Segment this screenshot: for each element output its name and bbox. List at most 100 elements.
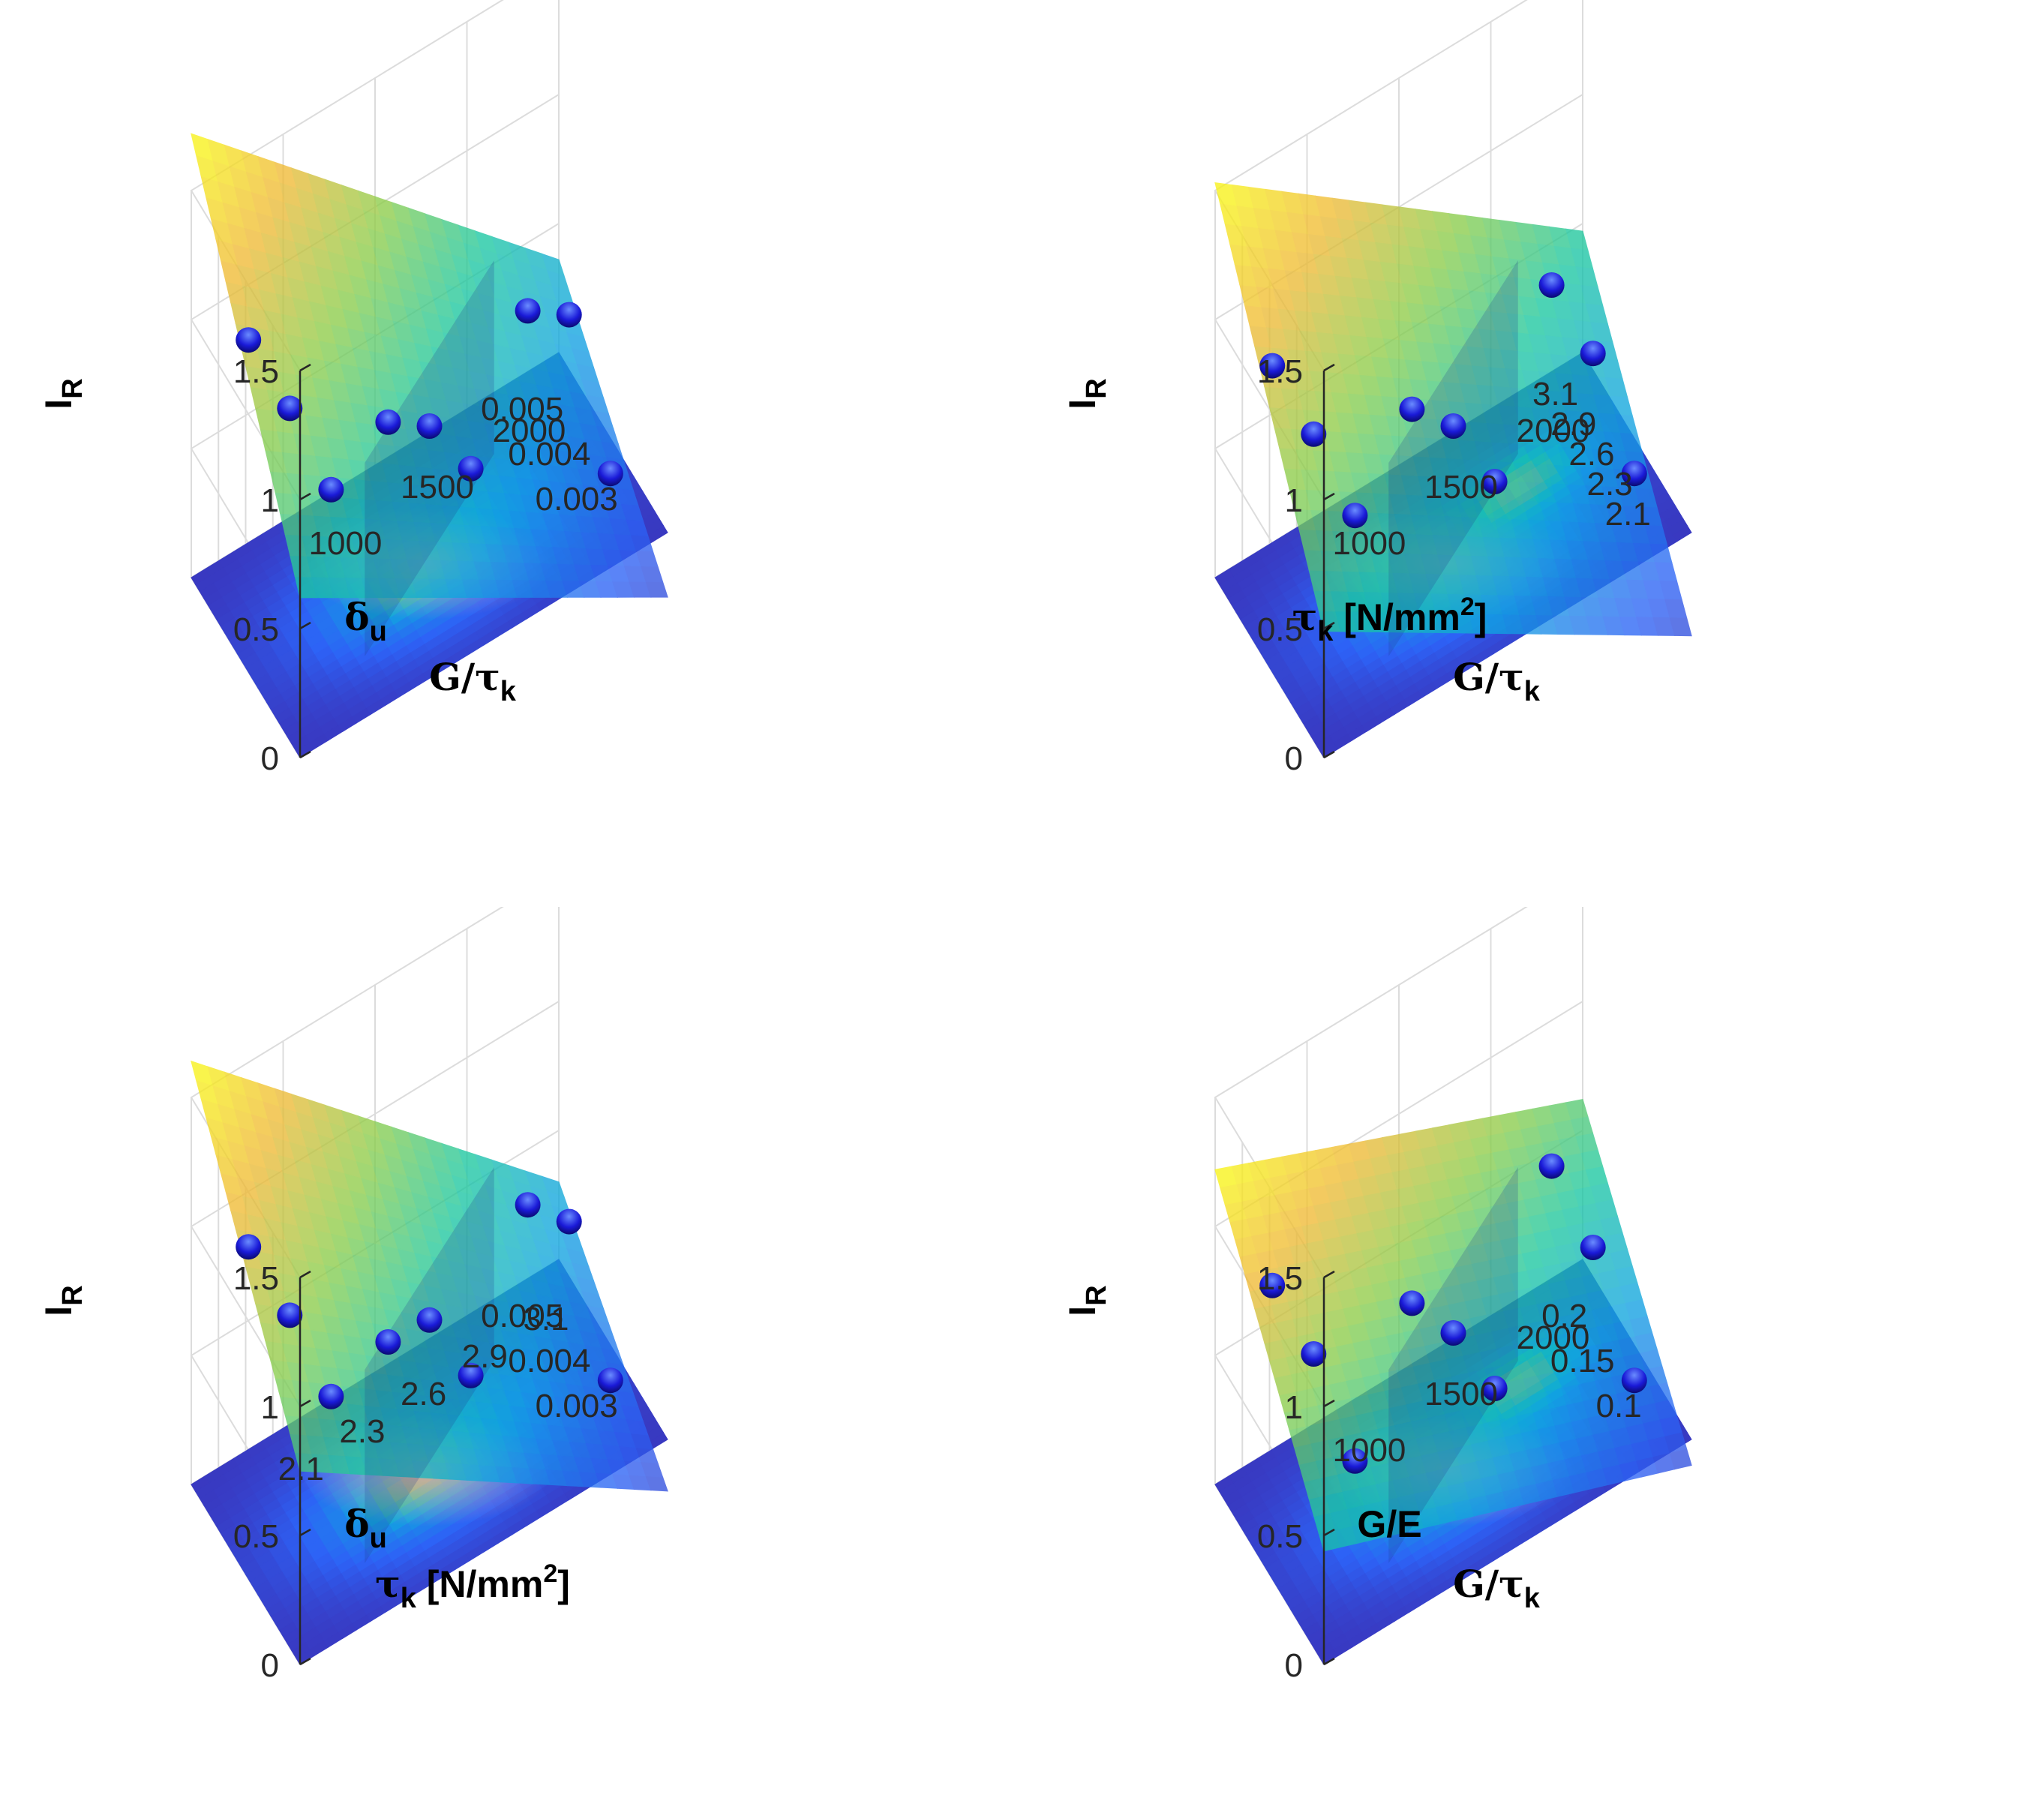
y-tick-label: 1500 [401,469,474,506]
y-axis-label: τk [N/mm2] [375,1559,570,1614]
y-tick-label: 2.9 [462,1338,508,1375]
projection-panel [1388,1167,1518,1563]
data-point [515,1192,541,1218]
z-tick-mark [1323,621,1335,630]
fitted-surface [1214,1099,1692,1552]
z-tick-mark [299,1657,311,1666]
y-tick-label: 2000 [493,413,566,449]
x-axis-label: τk [N/mm2] [1292,593,1487,647]
data-point [1342,1448,1368,1474]
surface-cell [541,253,565,276]
data-point [1580,341,1606,367]
data-points [1259,1153,1647,1474]
data-point [597,1367,623,1394]
y-tick-label: 1000 [1333,1432,1406,1469]
z-tick-label: 1 [1285,482,1303,519]
panel-bottom-right: 0 0.5 1 1.5 0.2 0.15 0.1 1000 1500 2000 IR G/E G/τk [1024,907,2044,1807]
y-tick-label: 1000 [309,525,383,562]
x-axis-label: δu [344,1502,387,1554]
y-tick-label: 1500 [1424,469,1498,506]
y-tick-label: 1500 [1424,1376,1498,1412]
data-point [416,1307,443,1333]
z-axis-label: IR [1061,378,1112,409]
data-point [236,327,262,353]
x-tick-label: 0.003 [536,481,618,518]
z-tick-label: 1 [261,482,279,519]
z-tick-label: 0.5 [1257,611,1303,648]
z-tick-label: 1.5 [233,1260,279,1297]
data-point [1440,1320,1466,1346]
z-tick-mark [1323,363,1335,372]
z-tick-mark [299,1399,311,1408]
z-tick-mark [1323,1528,1335,1537]
data-point [556,302,582,328]
data-points [1259,272,1647,529]
data-point [597,461,623,487]
z-tick-mark [1323,1270,1335,1279]
y-axis-label: G/τk [429,655,517,707]
panel-bottom-left: 0 0.5 1 1.5 0.005 0.004 0.003 2.1 2.3 2.6 2.9 3.1 IR… [0,907,1020,1807]
z-tick-mark [1323,750,1335,759]
x-tick-label: 0.1 [1596,1388,1642,1424]
z-tick-mark [1323,1657,1335,1666]
z-tick-mark [299,621,311,630]
data-point [318,476,344,503]
x-tick-label: 0.004 [508,436,590,473]
z-axis-label: IR [1061,1285,1112,1316]
z-tick-label: 1 [261,1389,279,1426]
z-tick-label: 1.5 [233,353,279,390]
y-tick-label: 1000 [1333,525,1406,562]
z-tick-label: 0 [1285,1647,1303,1684]
panel-top-left: 0 0.5 1 1.5 0.005 0.004 0.003 1000 1500 2000 IR δu G… [0,0,1020,900]
projection-panel [365,1167,494,1563]
x-axis-label: δu [344,595,387,647]
data-point [515,298,541,324]
data-point [1481,469,1508,494]
z-axis-label: IR [38,1285,89,1316]
chart-svg: 00.511.53.12.92.62.32.1100015002000IRτk … [1061,0,1692,777]
data-point [1399,396,1425,422]
z-tick-label: 1.5 [1257,353,1303,390]
y-tick-label: 2.3 [339,1413,385,1450]
data-point [458,455,484,482]
x-tick-label: 0.005 [481,1298,563,1334]
z-tick-label: 0 [261,1647,279,1684]
data-point [1621,1367,1647,1394]
surface-cell [1565,1099,1589,1120]
z-tick-mark [1323,492,1335,501]
data-point [318,1383,344,1409]
x-axis-label: G/E [1357,1503,1421,1545]
z-tick-label: 1 [1285,1389,1303,1426]
data-point [1399,1290,1425,1316]
x-tick-label: 0.003 [536,1388,618,1424]
z-tick-label: 0 [261,740,279,777]
axes: 00.511.53.12.92.62.32.1100015002000IRτk … [1061,353,1651,777]
data-point [458,1362,484,1388]
y-tick-label: 3.1 [523,1301,569,1337]
data-point [1342,503,1368,529]
z-tick-mark [299,363,311,372]
data-point [1259,1272,1286,1298]
chart-svg: 00.511.50.0050.0040.0032.12.32.62.93.1IR… [38,907,668,1684]
fitted-surface [191,1060,668,1492]
y-tick-label: 2.1 [278,1451,324,1487]
axes: 00.511.50.0050.0040.0032.12.32.62.93.1IR… [38,1260,618,1684]
y-axis-label: G/τk [1453,655,1541,707]
axes: 00.511.50.0050.0040.003100015002000IRδuG… [38,353,618,777]
y-tick-label: 2.6 [401,1376,446,1412]
data-point [556,1208,582,1235]
x-tick-label: 2.1 [1605,496,1651,533]
projection-panel [365,260,494,656]
z-tick-mark [299,1528,311,1537]
data-point [375,409,401,435]
z-tick-label: 1.5 [1257,1260,1303,1297]
data-point [277,395,303,422]
data-point [1301,421,1327,447]
z-tick-label: 0.5 [1257,1518,1303,1555]
projection-panel [1388,260,1518,656]
data-point [1621,461,1647,487]
y-tick-label: 2000 [1517,413,1590,449]
